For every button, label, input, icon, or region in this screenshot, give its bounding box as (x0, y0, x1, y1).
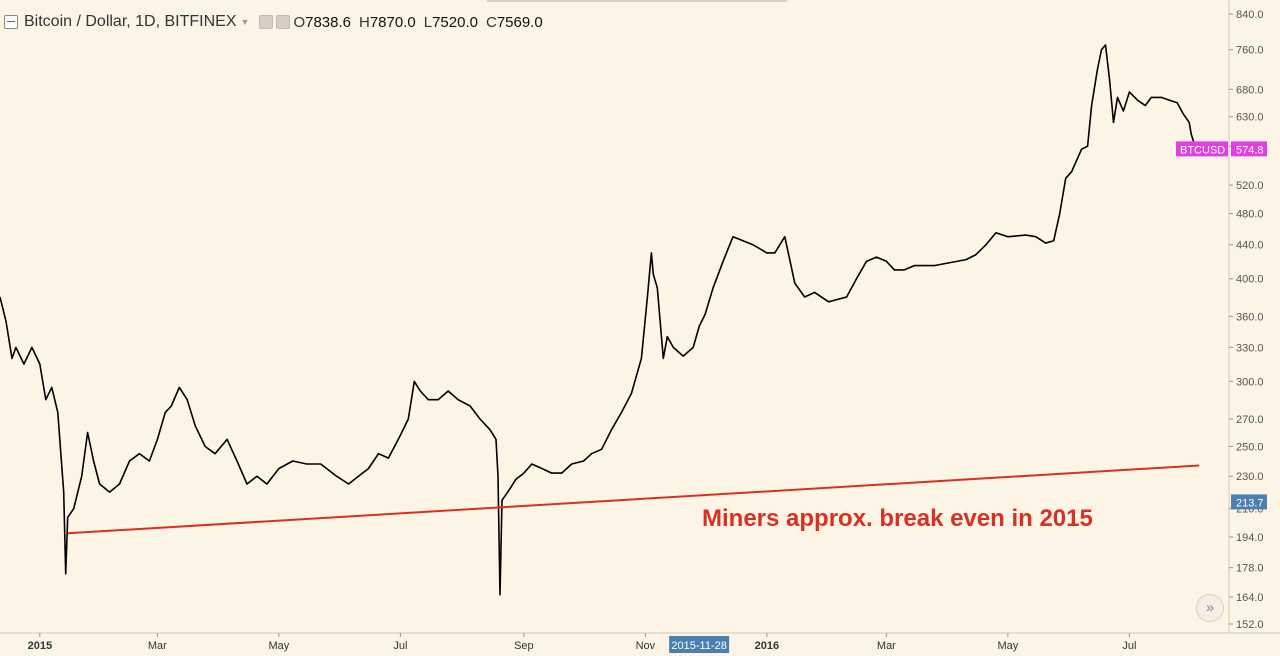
collapse-toggle-icon[interactable] (4, 15, 18, 29)
ohlc-high-value: 7870.0 (369, 13, 416, 31)
trend-annotation: Miners approx. break even in 2015 (702, 505, 1093, 532)
x-tick-label: May (268, 640, 289, 652)
crosshair-price-badge (1231, 494, 1267, 510)
settings-icon[interactable] (259, 15, 274, 29)
chart-legend[interactable]: Bitcoin / Dollar, 1D, BITFINEX ▼ O7838.6… (4, 10, 551, 34)
ohlc-close-key: C (485, 13, 497, 31)
y-tick-label: 270.0 (1236, 414, 1264, 426)
y-tick-label: 300.0 (1236, 376, 1264, 388)
last-price-label: 574.8 (1236, 144, 1264, 156)
x-tick-label: May (998, 640, 1019, 652)
ohlc-low-key: L (423, 13, 433, 31)
y-tick-label: 520.0 (1236, 180, 1264, 192)
x-tick-label: Mar (148, 640, 167, 652)
y-tick-label: 178.0 (1236, 563, 1264, 575)
y-tick-label: 330.0 (1236, 342, 1264, 354)
y-tick-label: 152.0 (1236, 619, 1264, 631)
ohlc-close: C7569.0 (486, 14, 543, 31)
y-tick-label: 360.0 (1236, 311, 1264, 323)
y-tick-label: 480.0 (1236, 209, 1264, 221)
scroll-to-latest-button[interactable]: » (1196, 594, 1224, 622)
double-chevron-right-icon: » (1205, 599, 1215, 616)
y-tick-label: 230.0 (1236, 471, 1264, 483)
x-tick-label: Jul (1122, 640, 1136, 652)
y-tick-label: 840.0 (1236, 9, 1264, 21)
y-tick-label: 630.0 (1236, 112, 1264, 124)
ohlc-high-key: H (359, 13, 370, 31)
ohlc-low: L7520.0 (424, 14, 478, 31)
x-axis[interactable]: 2015 Mar May Jul Sep Nov 2016 Mar May Jul 2015-11-… (28, 633, 1137, 653)
top-tab-indicator (487, 0, 787, 2)
eye-icon[interactable] (276, 15, 291, 29)
symbol-title[interactable]: Bitcoin / Dollar, 1D, BITFINEX (24, 13, 237, 30)
y-tick-label: 680.0 (1236, 84, 1264, 96)
chevron-down-icon[interactable]: ▼ (240, 17, 250, 27)
symbol-badge (1176, 141, 1228, 157)
y-tick-label: 194.0 (1236, 532, 1264, 544)
crosshair-date-label: 2015-11-28 (671, 640, 726, 652)
ohlc-close-value: 7569.0 (496, 13, 543, 31)
y-axis[interactable]: 840.0760.0680.0630.0580.0520.0480.0440.0… (1176, 9, 1267, 631)
y-tick-label: 250.0 (1236, 441, 1264, 453)
crosshair-date-badge (669, 636, 730, 653)
y-tick-label: 760.0 (1236, 45, 1264, 57)
btcusd-price-line[interactable] (0, 44, 1218, 596)
y-tick-label: 400.0 (1236, 274, 1264, 286)
ohlc-open-key: O (293, 13, 306, 31)
ohlc-open-value: 7838.6 (305, 13, 351, 31)
last-price-badge (1231, 141, 1267, 157)
ohlc-open: O7838.6 (293, 14, 351, 31)
ohlc-high: H7870.0 (359, 14, 416, 31)
y-tick-label: 440.0 (1236, 240, 1264, 252)
y-tick-label: 164.0 (1236, 592, 1264, 604)
x-tick-label: 2016 (755, 640, 779, 652)
symbol-badge-label: BTCUSD (1180, 144, 1225, 156)
x-tick-label: Mar (877, 640, 896, 652)
price-line-layer (0, 44, 1218, 596)
trend-layer (67, 464, 1200, 535)
x-tick-label: Sep (514, 640, 534, 652)
ohlc-low-value: 7520.0 (432, 13, 478, 31)
x-tick-label: 2015 (28, 640, 52, 652)
miners-break-even-trendline[interactable] (67, 464, 1200, 535)
x-tick-label: Nov (636, 640, 656, 652)
crosshair-price-label: 213.7 (1236, 497, 1264, 509)
x-tick-label: Jul (393, 640, 407, 652)
